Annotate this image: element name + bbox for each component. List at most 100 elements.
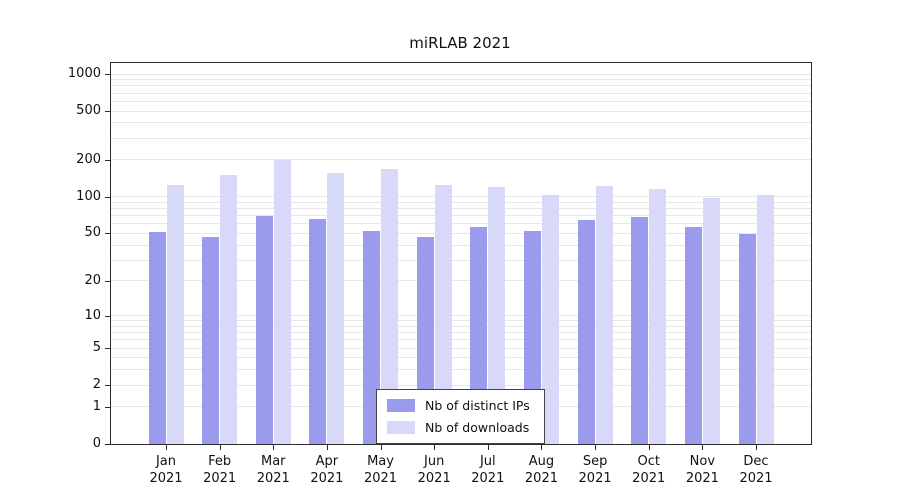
x-tick [380, 444, 382, 450]
x-tick-label: May 2021 [363, 454, 398, 486]
x-tick [756, 444, 757, 450]
x-tick [434, 444, 436, 450]
y-tick-label: 200 [76, 151, 101, 167]
legend-swatch-distinct-ips [387, 399, 415, 412]
bar-distinct-ips-apr [309, 218, 327, 444]
y-tick [105, 406, 111, 408]
bar-downloads-may [381, 168, 399, 444]
bar-distinct-ips-nov [684, 227, 702, 444]
y-tick-label: 100 [76, 188, 101, 204]
y-tick [105, 444, 111, 445]
y-tick-label: 2 [92, 377, 101, 393]
y-tick [105, 159, 111, 161]
plot-area: 0 1 2 5 10 20 50 100 200 500 1000 Jan 2021 Feb 2021 M… [68, 62, 812, 486]
bar-distinct-ips-jan [148, 232, 166, 444]
gridline [111, 73, 811, 75]
gridline [111, 215, 811, 217]
y-tick-label: 20 [84, 272, 101, 288]
gridline [111, 232, 811, 234]
gridline [111, 92, 811, 94]
gridline [111, 384, 811, 386]
y-tick [105, 315, 111, 317]
y-tick [105, 280, 111, 282]
x-tick [702, 444, 704, 450]
x-tick-label: Aug 2021 [524, 454, 558, 486]
x-tick-label: Dec 2021 [739, 454, 773, 486]
y-tick-label: 5 [92, 340, 101, 356]
x-tick-label: Nov 2021 [685, 454, 719, 486]
bar-downloads-aug [541, 194, 559, 444]
y-tick-label: 1 [92, 398, 101, 414]
gridline [111, 339, 811, 341]
y-tick [105, 233, 111, 235]
x-tick [273, 444, 275, 450]
y-tick-label: 0 [92, 436, 101, 451]
y-tick [105, 111, 111, 113]
x-tick [541, 444, 543, 450]
x-tick-label: Apr 2021 [310, 454, 344, 486]
y-tick [105, 385, 111, 387]
gridline [111, 137, 811, 139]
legend-swatch-downloads [387, 421, 415, 434]
bar-distinct-ips-sep [577, 220, 595, 444]
gridline [111, 320, 811, 322]
y-tick [105, 196, 111, 198]
bar-downloads-feb [220, 175, 238, 444]
gridline [111, 315, 811, 317]
gridline [111, 159, 811, 161]
gridline [111, 357, 811, 359]
legend-label-downloads: Nb of downloads [425, 420, 530, 435]
legend: Nb of distinct IPs Nb of downloads [376, 389, 545, 444]
gridline [111, 369, 811, 371]
x-tick [487, 444, 489, 450]
x-tick [166, 444, 167, 450]
gridline [111, 332, 811, 334]
x-tick-label: Oct 2021 [632, 454, 666, 486]
bar-downloads-jul [488, 187, 506, 444]
y-tick-label: 1000 [67, 66, 101, 81]
bar-distinct-ips-mar [255, 215, 273, 444]
gridline [111, 244, 811, 246]
gridline [111, 223, 811, 225]
bar-downloads-sep [595, 186, 613, 444]
bar-distinct-ips-feb [202, 236, 220, 444]
x-tick [219, 444, 221, 450]
x-tick-label: Sep 2021 [578, 454, 612, 486]
y-tick-label: 50 [84, 225, 101, 241]
x-tick-label: Jul 2021 [471, 454, 505, 486]
gridline [111, 100, 811, 102]
y-tick-label: 10 [84, 307, 101, 323]
bar-downloads-jun [434, 184, 452, 444]
x-tick-label: Feb 2021 [203, 454, 237, 486]
gridline [111, 201, 811, 203]
gridline [111, 325, 811, 327]
bar-downloads-apr [327, 172, 345, 444]
y-tick [105, 348, 111, 350]
x-tick [648, 444, 650, 450]
legend-item-downloads: Nb of downloads [387, 420, 530, 435]
chart-title: miRLAB 2021 [409, 34, 511, 52]
gridline [111, 110, 811, 112]
x-tick-label: Jan 2021 [149, 454, 183, 486]
y-tick [105, 74, 111, 75]
x-tick-label: Mar 2021 [256, 454, 290, 486]
gridline [111, 259, 811, 261]
x-tick [595, 444, 597, 450]
bar-downloads-dec [756, 194, 774, 444]
bar-downloads-mar [273, 159, 291, 444]
legend-item-distinct-ips: Nb of distinct IPs [387, 398, 530, 413]
gridline [111, 85, 811, 87]
gridline [111, 79, 811, 81]
gridline [111, 208, 811, 210]
x-tick [326, 444, 328, 450]
bar-downloads-oct [649, 188, 667, 444]
bar-downloads-nov [702, 197, 720, 444]
bar-distinct-ips-oct [631, 217, 649, 444]
bar-distinct-ips-may [363, 231, 381, 444]
gridline [111, 122, 811, 124]
legend-label-distinct-ips: Nb of distinct IPs [425, 398, 530, 413]
bar-downloads-jan [166, 185, 184, 444]
y-tick-label: 500 [76, 103, 101, 119]
x-tick-label: Jun 2021 [417, 454, 451, 486]
